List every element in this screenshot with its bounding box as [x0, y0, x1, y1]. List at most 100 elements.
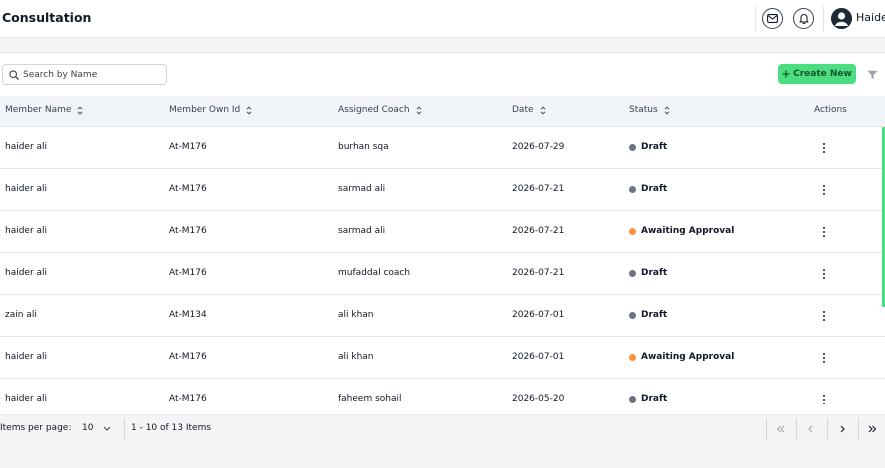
notifications-button[interactable] [793, 8, 814, 29]
table-body: haider ali At-M176 burhan sqa 2026-07-29… [0, 127, 885, 404]
create-new-button[interactable]: Create New [778, 64, 856, 84]
plus-icon [782, 70, 790, 78]
assigned-coach-cell: ali khan [338, 352, 374, 362]
first-page-button[interactable] [767, 418, 793, 440]
member-name-cell: haider ali [5, 226, 48, 236]
double-chevron-right-icon [868, 425, 876, 433]
table-row[interactable]: haider ali At-M176 burhan sqa 2026-07-29… [0, 127, 885, 169]
assigned-coach-cell: mufaddal coach [338, 268, 411, 278]
member-name-cell: haider ali [5, 184, 48, 194]
date-cell: 2026-07-21 [512, 226, 565, 236]
member-name-cell: haider ali [5, 394, 48, 404]
pagination-bar: Items per page: 10 1 - 10 of 13 Items [0, 414, 885, 441]
status-badge: Draft [629, 394, 667, 404]
member-name-cell: haider ali [5, 352, 48, 362]
table-header: Member Name Member Own Id Assigned Coach… [0, 96, 885, 127]
search-icon [9, 69, 19, 80]
member-own-id-cell: At-M134 [169, 310, 207, 320]
status-dot [629, 269, 636, 277]
assigned-coach-cell: faheem sohail [338, 394, 402, 404]
column-header-assigned-coach[interactable]: Assigned Coach [338, 105, 422, 115]
status-badge: Awaiting Approval [629, 352, 734, 362]
next-page-button[interactable] [829, 418, 855, 440]
table-row[interactable]: haider ali At-M176 mufaddal coach 2026-0… [0, 253, 885, 295]
filter-button[interactable] [862, 65, 882, 85]
divider [796, 418, 797, 440]
sort-icon [540, 105, 545, 115]
sort-icon [664, 105, 670, 115]
table-row[interactable]: haider ali At-M176 ali khan 2026-07-01 A… [0, 337, 885, 379]
status-dot [629, 311, 636, 319]
date-cell: 2026-07-29 [512, 142, 565, 152]
last-page-button[interactable] [859, 418, 885, 440]
search-input[interactable] [23, 69, 163, 80]
assigned-coach-cell: sarmad ali [338, 226, 386, 236]
sort-icon [416, 105, 421, 115]
double-chevron-left-icon [776, 425, 784, 433]
items-per-page-value[interactable]: 10 [82, 423, 94, 433]
table-row[interactable]: haider ali At-M176 sarmad ali 2026-07-21… [0, 169, 885, 211]
table-row[interactable]: haider ali At-M176 faheem sohail 2026-05… [0, 379, 885, 404]
date-cell: 2026-07-01 [512, 310, 565, 320]
column-header-member-own-id[interactable]: Member Own Id [169, 105, 252, 115]
items-per-page-label: Items per page: [0, 423, 72, 433]
row-actions-menu-icon[interactable] [819, 268, 829, 280]
member-name-cell: zain ali [5, 310, 37, 320]
status-dot [629, 353, 636, 361]
assigned-coach-cell: burhan sqa [338, 142, 389, 152]
row-actions-menu-icon[interactable] [819, 226, 829, 238]
search-box[interactable] [2, 64, 167, 85]
column-header-member-name[interactable]: Member Name [5, 105, 83, 115]
row-actions-menu-icon[interactable] [819, 394, 829, 404]
member-own-id-cell: At-M176 [169, 268, 207, 278]
table-row[interactable]: zain ali At-M134 ali khan 2026-07-01 Dra… [0, 295, 885, 337]
table-row[interactable]: haider ali At-M176 sarmad ali 2026-07-21… [0, 211, 885, 253]
status-dot [629, 143, 636, 151]
member-name-cell: haider ali [5, 142, 48, 152]
divider [858, 418, 859, 440]
avatar[interactable] [831, 8, 852, 29]
divider [755, 6, 756, 32]
divider [823, 6, 824, 32]
date-cell: 2026-07-21 [512, 268, 565, 278]
status-badge: Draft [629, 310, 667, 320]
chevron-down-icon[interactable] [103, 426, 111, 431]
previous-page-button[interactable] [797, 418, 823, 440]
page-title: Consultation [2, 10, 92, 25]
sort-icon [246, 105, 252, 115]
row-actions-menu-icon[interactable] [819, 310, 829, 322]
chevron-left-icon [807, 425, 812, 433]
date-cell: 2026-07-01 [512, 352, 565, 362]
status-badge: Draft [629, 268, 667, 278]
divider [124, 418, 125, 440]
divider [766, 418, 767, 440]
date-cell: 2026-07-21 [512, 184, 565, 194]
member-own-id-cell: At-M176 [169, 142, 207, 152]
consultation-table-card: Create New Member Name Member Own Id Ass… [0, 52, 885, 441]
bell-icon [798, 14, 809, 24]
user-icon [831, 8, 852, 29]
row-actions-menu-icon[interactable] [819, 184, 829, 196]
row-actions-menu-icon[interactable] [819, 352, 829, 364]
chevron-right-icon [840, 425, 845, 433]
column-header-status[interactable]: Status [629, 105, 670, 115]
mail-icon [767, 14, 778, 23]
scrollbar-thumb[interactable] [882, 127, 885, 307]
status-badge: Draft [629, 184, 667, 194]
assigned-coach-cell: sarmad ali [338, 184, 386, 194]
assigned-coach-cell: ali khan [338, 310, 374, 320]
divider [827, 418, 828, 440]
member-own-id-cell: At-M176 [169, 352, 207, 362]
status-dot [629, 185, 636, 193]
user-name[interactable]: Haider [856, 11, 885, 24]
status-badge: Draft [629, 142, 667, 152]
status-badge: Awaiting Approval [629, 226, 734, 236]
status-dot [629, 395, 636, 403]
sort-icon [78, 105, 83, 115]
mail-button[interactable] [762, 8, 783, 29]
column-header-actions: Actions [814, 105, 847, 115]
column-header-date[interactable]: Date [512, 105, 546, 115]
member-own-id-cell: At-M176 [169, 226, 207, 236]
pagination-range: 1 - 10 of 13 Items [131, 423, 212, 433]
row-actions-menu-icon[interactable] [819, 142, 829, 154]
